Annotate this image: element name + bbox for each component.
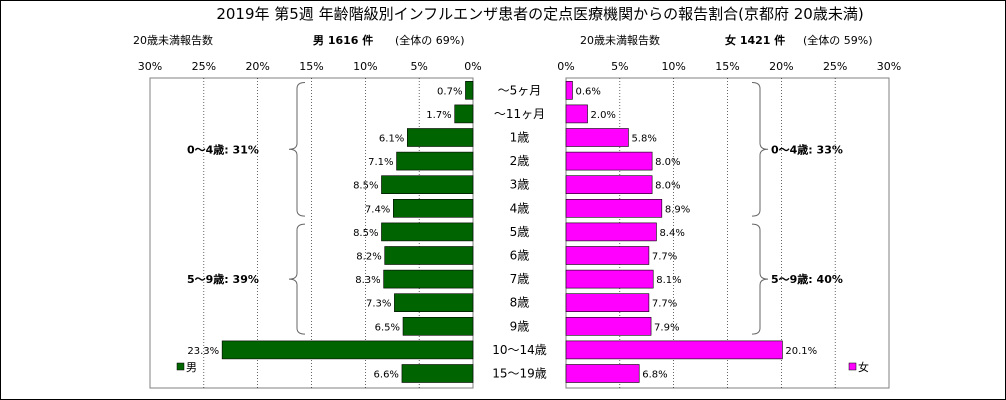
female-bar: [565, 175, 653, 194]
male-total-label: 男 1616 件: [313, 33, 373, 47]
female-bar-value-label: 5.8%: [631, 134, 656, 145]
male-bar-value-label: 8.5%: [353, 181, 378, 192]
age-category-label: 9歳: [510, 319, 530, 333]
female-count-caption: 20歳未満報告数: [580, 34, 660, 47]
female-bar-value-label: 8.4%: [659, 228, 684, 239]
male-bar: [381, 222, 474, 242]
female-age-group-label: 5〜9歳: 40%: [771, 272, 843, 286]
age-category-label: 7歳: [510, 272, 530, 286]
male-bar-value-label: 6.1%: [379, 134, 404, 145]
male-bar: [454, 104, 474, 124]
male-bar-value-label: 8.2%: [356, 252, 381, 263]
male-bar-value-label: 1.7%: [426, 110, 451, 121]
age-category-label: 6歳: [510, 249, 530, 263]
male-age-group-label: 0〜4歳: 31%: [187, 142, 259, 156]
female-bar-value-label: 2.0%: [591, 110, 616, 121]
female-x-tick-label: 25%: [823, 60, 847, 73]
female-bar-value-label: 8.1%: [656, 275, 681, 286]
male-bar: [401, 364, 474, 383]
female-share-label: (全体の 59%): [803, 33, 873, 47]
female-bar: [565, 151, 653, 171]
male-x-tick-label: 5%: [410, 60, 427, 73]
female-bar: [565, 222, 657, 242]
male-bar: [407, 128, 474, 147]
male-age-group-bracket: [288, 223, 306, 335]
male-bar-value-label: 7.1%: [368, 157, 393, 168]
female-bar-value-label: 8.0%: [655, 157, 680, 168]
chart-title: 2019年 第5週 年齢階級別インフルエンザ患者の定点医療機関からの報告割合(京…: [216, 5, 863, 23]
age-category-label: 5歳: [510, 225, 530, 239]
male-x-tick-label: 15%: [299, 60, 323, 73]
female-bar: [565, 364, 640, 383]
female-bar-value-label: 20.1%: [785, 346, 817, 357]
male-bar: [381, 175, 474, 194]
female-age-group-bracket: [751, 82, 769, 217]
male-x-tick-label: 10%: [353, 60, 377, 73]
female-bar-value-label: 6.8%: [642, 370, 667, 381]
male-bar: [384, 246, 474, 265]
male-bar-value-label: 6.6%: [374, 370, 399, 381]
age-category-label: 〜5ヶ月: [498, 83, 542, 97]
female-x-tick-label: 15%: [715, 60, 739, 73]
female-x-tick-label: 10%: [661, 60, 685, 73]
female-x-tick-label: 30%: [877, 60, 901, 73]
female-bar-value-label: 8.0%: [655, 181, 680, 192]
age-category-label: 8歳: [510, 296, 530, 310]
age-category-label: 〜11ヶ月: [494, 107, 545, 121]
female-x-tick-label: 5%: [611, 60, 628, 73]
male-legend-swatch: [176, 362, 185, 371]
male-x-tick-label: 30%: [138, 60, 162, 73]
male-bar-value-label: 7.4%: [365, 204, 390, 215]
male-bar: [393, 199, 474, 218]
female-bar-value-label: 7.9%: [654, 322, 679, 333]
male-x-tick-label: 0%: [464, 60, 481, 73]
female-bar-value-label: 7.7%: [652, 299, 677, 310]
female-age-group-bracket: [751, 223, 769, 335]
male-legend-label: 男: [186, 361, 197, 374]
age-category-label: 2歳: [510, 154, 530, 168]
male-bar: [465, 81, 474, 100]
age-category-label: 4歳: [510, 201, 530, 215]
male-bar: [383, 269, 474, 289]
male-bar-value-label: 7.3%: [366, 299, 391, 310]
male-bar: [396, 151, 474, 171]
female-bar: [565, 246, 650, 265]
male-bar: [394, 293, 474, 313]
female-legend-swatch: [848, 362, 857, 371]
female-bar: [565, 316, 652, 336]
male-x-tick-label: 20%: [245, 60, 269, 73]
male-bar-value-label: 6.5%: [375, 322, 400, 333]
male-bar-value-label: 8.3%: [355, 275, 380, 286]
male-x-tick-label: 25%: [192, 60, 216, 73]
male-bar-value-label: 0.7%: [437, 86, 462, 97]
female-x-tick-label: 20%: [769, 60, 793, 73]
female-bar-value-label: 8.9%: [665, 204, 690, 215]
female-bar-value-label: 0.6%: [575, 86, 600, 97]
female-legend-label: 女: [858, 360, 869, 374]
female-bar: [565, 340, 783, 360]
male-bar: [221, 340, 474, 360]
male-bar-value-label: 23.3%: [187, 346, 219, 357]
male-share-label: (全体の 69%): [395, 33, 465, 47]
male-bar-value-label: 8.5%: [353, 228, 378, 239]
male-count-caption: 20歳未満報告数: [133, 34, 213, 47]
male-bar: [402, 316, 474, 336]
female-bar-value-label: 7.7%: [652, 252, 677, 263]
female-x-tick-label: 0%: [557, 60, 574, 73]
female-bar: [565, 199, 663, 218]
female-bar: [565, 293, 650, 313]
male-age-group-label: 5〜9歳: 39%: [187, 272, 259, 286]
female-total-label: 女 1421 件: [725, 33, 785, 47]
age-category-label: 3歳: [510, 178, 530, 192]
age-category-label: 10〜14歳: [492, 343, 547, 357]
male-age-group-bracket: [288, 82, 306, 217]
female-bar: [565, 104, 588, 124]
female-bar: [565, 269, 654, 289]
age-category-label: 15〜19歳: [492, 367, 547, 381]
age-category-label: 1歳: [510, 131, 530, 145]
female-bar: [565, 128, 629, 147]
female-age-group-label: 0〜4歳: 33%: [771, 142, 843, 156]
female-bar: [565, 81, 573, 100]
